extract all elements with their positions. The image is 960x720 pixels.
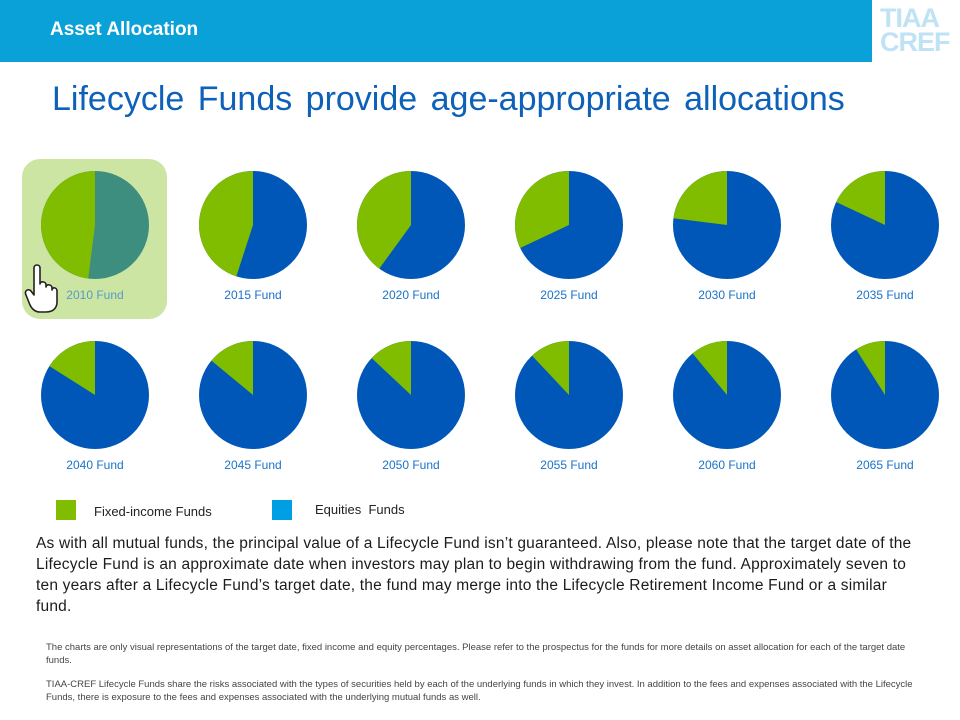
disclaimer-paragraph: As with all mutual funds, the principal …	[36, 535, 912, 615]
fixed-income-slice	[356, 171, 411, 269]
fund-label: 2040 Fund	[66, 458, 124, 472]
pie-chart	[41, 341, 149, 449]
fund-2010[interactable]: 2010 Fund	[20, 170, 170, 310]
pie-chart	[356, 171, 465, 279]
fund-label: 2025 Fund	[540, 288, 598, 302]
fund-label: 2045 Fund	[224, 458, 282, 472]
legend-equities-label: Equities Funds	[315, 502, 405, 517]
fund-label: 2020 Fund	[382, 288, 440, 302]
fund-2020[interactable]: 2020 Fund	[336, 170, 486, 310]
pie-chart	[831, 341, 939, 449]
fixed-income-slice	[49, 341, 95, 395]
logo-line-2: CREF	[880, 27, 951, 57]
fund-label: 2065 Fund	[856, 458, 914, 472]
fixed-income-slice	[198, 171, 253, 277]
tiaa-cref-logo: TIAA CREF	[880, 3, 958, 62]
legend-fixed-income-swatch	[56, 500, 76, 520]
fixed-income-slice	[211, 341, 253, 395]
fund-2045[interactable]: 2045 Fund	[178, 340, 328, 480]
fund-2050[interactable]: 2050 Fund	[336, 340, 486, 480]
pie-chart	[673, 341, 781, 449]
fixed-income-slice	[41, 171, 95, 279]
fund-2060[interactable]: 2060 Fund	[652, 340, 802, 480]
fixed-income-slice	[673, 171, 727, 225]
fixed-income-slice	[371, 341, 411, 395]
fund-2015[interactable]: 2015 Fund	[178, 170, 328, 310]
footnote-risks: TIAA-CREF Lifecycle Funds share the risk…	[46, 679, 913, 703]
fund-2065[interactable]: 2065 Fund	[810, 340, 960, 480]
fund-2040[interactable]: 2040 Fund	[20, 340, 170, 480]
fixed-income-slice	[856, 341, 885, 395]
pie-chart	[41, 171, 149, 279]
pie-chart	[199, 341, 307, 449]
legend-equities-swatch	[272, 500, 292, 520]
pie-chart	[831, 171, 939, 279]
fund-label: 2055 Fund	[540, 458, 598, 472]
fund-label: 2050 Fund	[382, 458, 440, 472]
section-title: Asset Allocation	[50, 19, 199, 40]
fund-label: 2030 Fund	[698, 288, 756, 302]
fund-2055[interactable]: 2055 Fund	[494, 340, 644, 480]
pie-chart	[515, 341, 623, 449]
fixed-income-slice	[515, 171, 569, 248]
logo-line-1: TIAA	[880, 3, 940, 33]
pie-chart	[198, 171, 307, 279]
fund-label: 2015 Fund	[224, 288, 282, 302]
fixed-income-slice	[532, 341, 569, 395]
fixed-income-slice	[692, 341, 727, 395]
fund-2035[interactable]: 2035 Fund	[810, 170, 960, 310]
fund-label: 2060 Fund	[698, 458, 756, 472]
pie-chart	[515, 171, 623, 279]
fund-label: 2035 Fund	[856, 288, 914, 302]
footnote-chart-representation: The charts are only visual representatio…	[46, 642, 906, 666]
page-title: Lifecycle Funds provide age-appropriate …	[52, 80, 845, 118]
fixed-income-slice	[836, 171, 885, 225]
header-bar: Asset Allocation	[0, 0, 872, 62]
fund-2025[interactable]: 2025 Fund	[494, 170, 644, 310]
pie-chart	[673, 171, 781, 279]
fund-2030[interactable]: 2030 Fund	[652, 170, 802, 310]
pie-chart	[357, 341, 465, 449]
fund-label: 2010 Fund	[66, 288, 124, 302]
pointer-hand-icon	[24, 262, 60, 319]
legend-fixed-income-label: Fixed-income Funds	[94, 504, 212, 519]
